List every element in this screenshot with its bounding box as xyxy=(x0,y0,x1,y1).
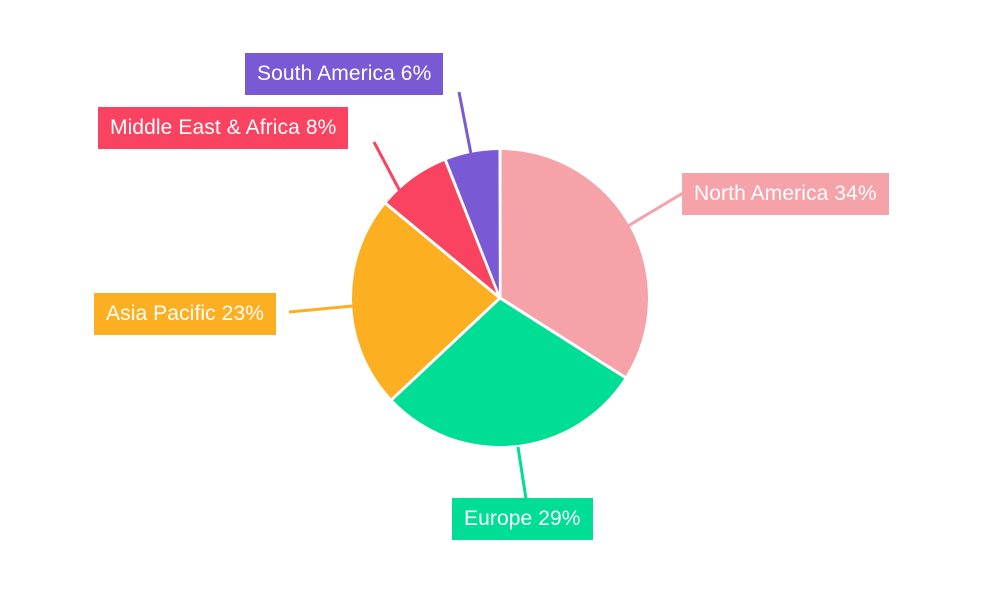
slice-label-middle-east-africa[interactable]: Middle East & Africa 8% xyxy=(98,107,349,149)
leader-line-north-america xyxy=(627,191,684,228)
slice-label-europe[interactable]: Europe 29% xyxy=(452,498,593,540)
slice-label-asia-pacific[interactable]: Asia Pacific 23% xyxy=(94,293,277,335)
leader-line-south-america xyxy=(457,91,473,155)
pie-wedge-group xyxy=(351,150,648,447)
leader-line-asia-pacific xyxy=(288,304,354,314)
pie-slice-europe[interactable] xyxy=(393,299,625,447)
pie-slice-asia-pacific[interactable] xyxy=(351,204,498,399)
pie-slice-north-america[interactable] xyxy=(501,150,648,377)
slice-label-north-america[interactable]: North America 34% xyxy=(682,173,889,215)
leader-line-europe xyxy=(516,446,528,500)
pie-slice-middle-east-africa[interactable] xyxy=(386,160,497,294)
slice-label-south-america[interactable]: South America 6% xyxy=(245,53,444,95)
pie-slice-south-america[interactable] xyxy=(446,150,499,293)
